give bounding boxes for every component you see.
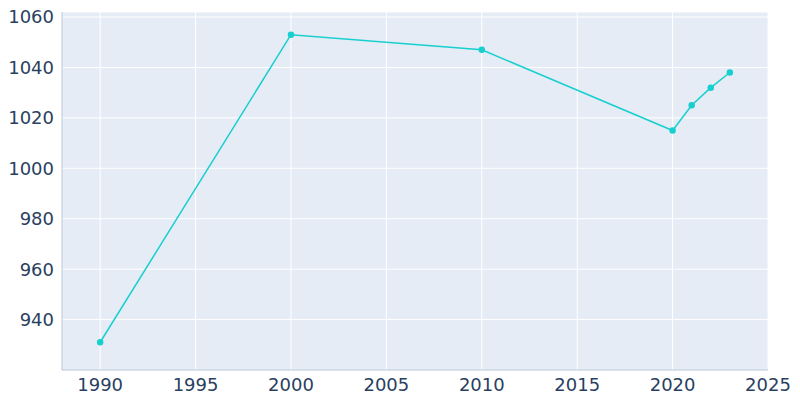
svg-text:1060: 1060	[8, 6, 54, 27]
svg-text:1020: 1020	[8, 107, 54, 128]
svg-text:1990: 1990	[77, 374, 123, 395]
svg-text:940: 940	[20, 309, 54, 330]
svg-text:1995: 1995	[173, 374, 219, 395]
svg-text:980: 980	[20, 208, 54, 229]
svg-text:2020: 2020	[650, 374, 696, 395]
svg-text:2025: 2025	[745, 374, 791, 395]
svg-text:2015: 2015	[554, 374, 600, 395]
svg-text:2010: 2010	[459, 374, 505, 395]
svg-text:960: 960	[20, 259, 54, 280]
svg-text:2005: 2005	[363, 374, 409, 395]
svg-text:1040: 1040	[8, 57, 54, 78]
svg-text:2000: 2000	[268, 374, 314, 395]
svg-text:1000: 1000	[8, 158, 54, 179]
